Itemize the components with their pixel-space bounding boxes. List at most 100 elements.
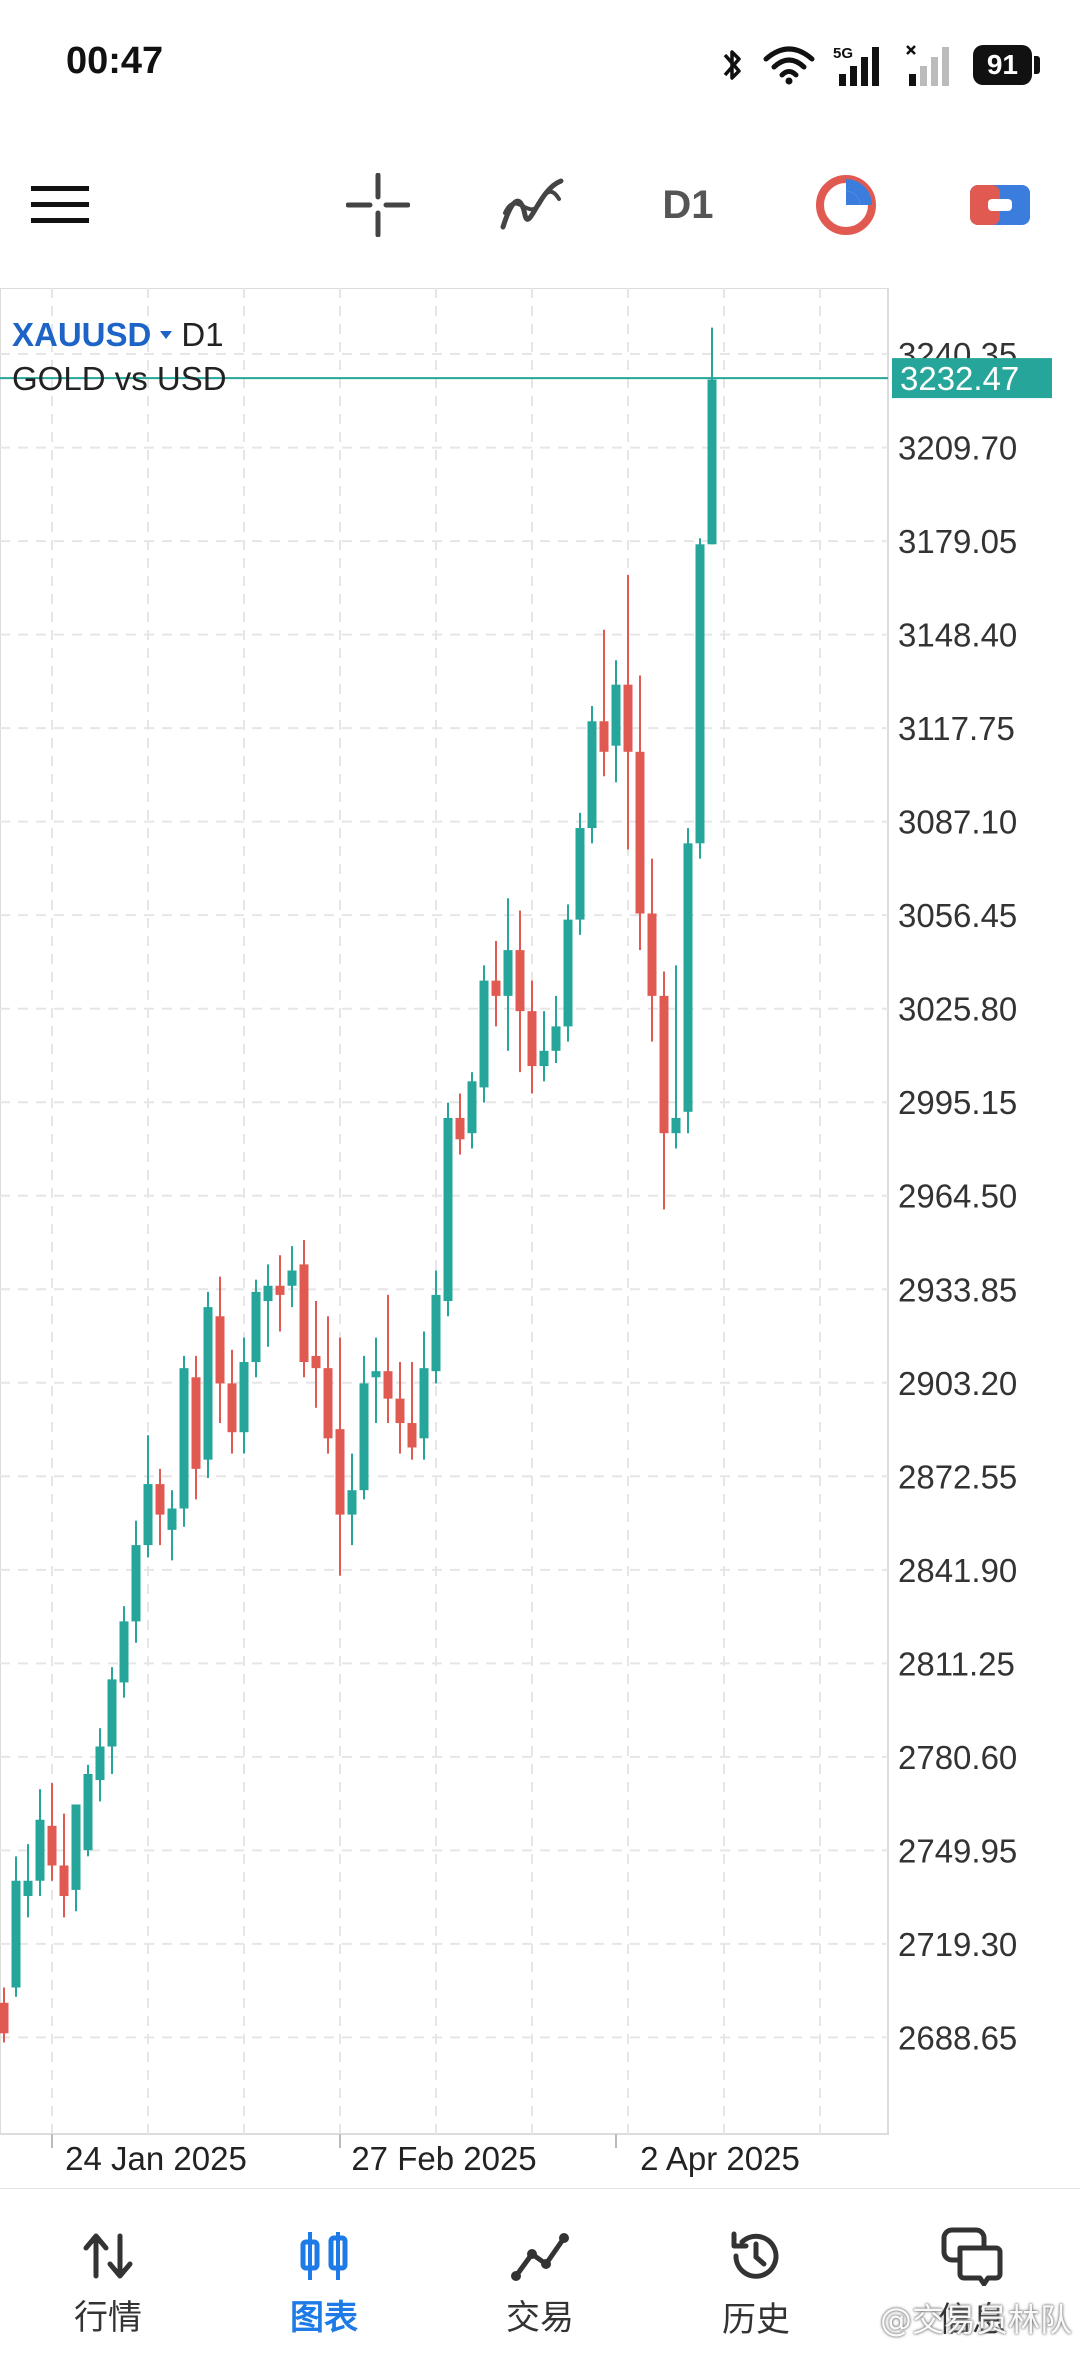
crosshair-button[interactable] xyxy=(338,150,418,260)
price-tick-label: 3117.75 xyxy=(898,710,1015,747)
candlestick-chart[interactable]: 3240.353209.703179.053148.403117.753087.… xyxy=(0,288,1080,2188)
symbol-selector[interactable]: XAUUSD D1 xyxy=(12,316,224,354)
date-tick-label: 2 Apr 2025 xyxy=(640,2140,800,2177)
candle-body xyxy=(35,1819,45,1881)
candle xyxy=(251,1279,261,1378)
chart-color-icon xyxy=(970,185,1030,225)
battery-tip xyxy=(1034,56,1040,74)
price-tick-label: 2749.95 xyxy=(898,1832,1017,1869)
candle xyxy=(275,1255,285,1332)
candle xyxy=(167,1490,177,1561)
price-tick-label: 3056.45 xyxy=(898,897,1017,934)
current-price-badge xyxy=(892,358,1052,399)
candle-body xyxy=(227,1383,237,1433)
candle xyxy=(299,1239,309,1378)
indicators-button[interactable] xyxy=(492,150,572,260)
bluetooth-icon xyxy=(723,50,741,80)
candle xyxy=(695,538,705,859)
chart-area[interactable]: 3240.35 3209.70 3179.05 3148.40 3117.75 3087.… xyxy=(0,288,1080,2188)
candle xyxy=(11,1856,21,1997)
candle xyxy=(0,1987,9,2043)
date-tick-label: 27 Feb 2025 xyxy=(351,2140,536,2177)
candle xyxy=(119,1606,129,1698)
status-time: 00:47 xyxy=(66,40,164,82)
nav-trade[interactable]: 交易 xyxy=(432,2189,648,2377)
nav-quotes[interactable]: 行情 xyxy=(0,2189,216,2377)
price-tick-label: 2811.25 xyxy=(898,1645,1015,1682)
candle xyxy=(335,1337,345,1576)
quotes-icon xyxy=(83,2233,133,2278)
price-tick-label: 2903.20 xyxy=(898,1365,1017,1402)
objects-button[interactable] xyxy=(806,150,886,260)
candle-body xyxy=(491,980,501,996)
candle-body xyxy=(323,1368,333,1439)
candle-body xyxy=(479,980,489,1088)
menu-button[interactable] xyxy=(20,150,100,260)
svg-text:5G: 5G xyxy=(833,45,853,62)
candle xyxy=(635,675,645,951)
status-icons: 5G 91 xyxy=(721,40,1040,90)
candle xyxy=(371,1337,381,1424)
candle xyxy=(491,940,501,1027)
candle-body xyxy=(143,1484,153,1546)
chart-color-button[interactable] xyxy=(960,150,1040,260)
candle xyxy=(443,1102,453,1317)
nav-chart[interactable]: 图表 xyxy=(216,2189,432,2377)
candle xyxy=(179,1355,189,1527)
candle xyxy=(539,1011,549,1082)
price-tick-label: 2995.15 xyxy=(898,1084,1017,1121)
timeframe-button[interactable]: D1 xyxy=(648,150,728,260)
candle-body xyxy=(611,684,621,746)
candle xyxy=(503,898,513,1051)
price-tick-label: 2964.50 xyxy=(898,1178,1017,1215)
watermark: @交易员林队 xyxy=(879,2301,1072,2339)
candle-body xyxy=(107,1679,117,1747)
candle-body xyxy=(119,1621,129,1683)
candle-body xyxy=(551,1026,561,1051)
candle xyxy=(515,910,525,1073)
candle-body xyxy=(563,919,573,1027)
price-tick-label: 3087.10 xyxy=(898,804,1017,841)
price-tick-label: 2780.60 xyxy=(898,1739,1017,1776)
candle xyxy=(455,1093,465,1155)
candle-body xyxy=(587,721,597,829)
chart-toolbar: D1 xyxy=(0,150,1080,260)
candle-body xyxy=(59,1865,69,1897)
candle-body xyxy=(167,1508,177,1530)
candle xyxy=(611,660,621,783)
candle-body xyxy=(263,1285,273,1302)
candle-body xyxy=(0,2002,9,2034)
candle-body xyxy=(419,1368,429,1439)
candle-body xyxy=(23,1880,33,1897)
candle-body xyxy=(311,1355,321,1369)
candle xyxy=(383,1294,393,1424)
candle-body xyxy=(407,1423,417,1448)
candle-body xyxy=(83,1773,93,1851)
candle xyxy=(59,1813,69,1918)
candle-body xyxy=(251,1291,261,1363)
history-icon xyxy=(731,2231,779,2279)
candle-body xyxy=(347,1490,357,1515)
candle xyxy=(143,1435,153,1558)
nav-label: 信息 xyxy=(938,2299,1006,2340)
candle xyxy=(155,1468,165,1546)
nav-history[interactable]: 历史 xyxy=(648,2189,864,2377)
candle-body xyxy=(623,684,633,752)
candle xyxy=(95,1728,105,1802)
candle xyxy=(227,1349,237,1454)
price-tick-label: 3148.40 xyxy=(898,617,1017,654)
candle-body xyxy=(443,1117,453,1302)
candle-body xyxy=(299,1264,309,1363)
candle-body xyxy=(95,1746,105,1781)
candle-body xyxy=(131,1545,141,1622)
signal-5g-icon: 5G xyxy=(833,45,879,86)
candle xyxy=(671,965,681,1149)
candle xyxy=(311,1301,321,1408)
nav-label: 行情 xyxy=(74,2297,142,2338)
candle xyxy=(215,1276,225,1424)
candle-body xyxy=(683,843,693,1112)
nav-messages[interactable]: 信息 xyxy=(864,2189,1080,2377)
candle-body xyxy=(191,1377,201,1469)
candle xyxy=(599,629,609,777)
candle-body xyxy=(155,1484,165,1515)
